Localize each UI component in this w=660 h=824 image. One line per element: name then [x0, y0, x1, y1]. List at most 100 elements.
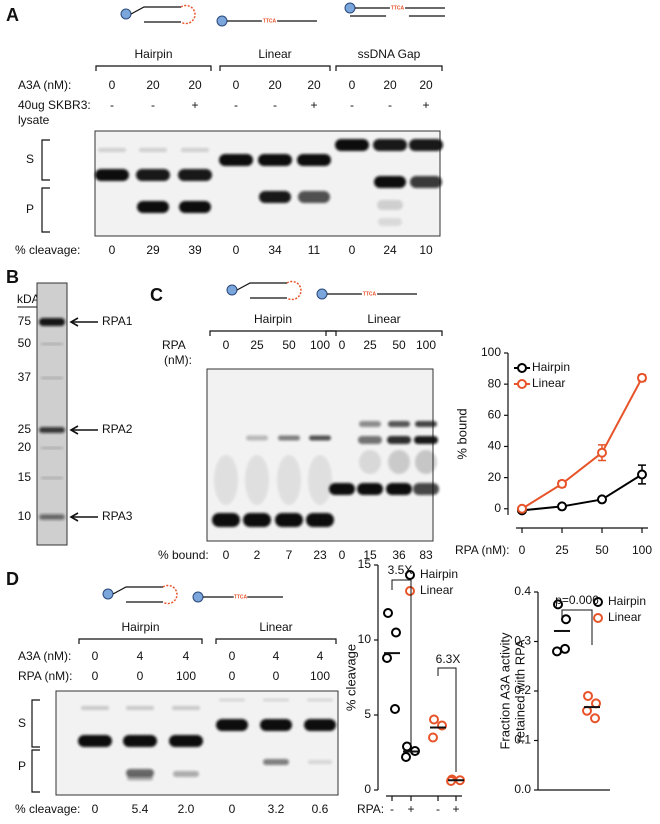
annotation: 3.5X: [388, 563, 413, 577]
legend-label: Linear: [420, 583, 453, 597]
y-axis-label: % bound: [454, 408, 469, 459]
gel-band: [377, 200, 403, 210]
gel-band: [413, 483, 439, 495]
gel-band: [98, 148, 126, 152]
rpa-value: 0: [229, 669, 236, 683]
a3a-value: 4: [273, 649, 280, 663]
gel-band: [307, 698, 333, 702]
gel-band: [415, 421, 437, 427]
point: [517, 503, 527, 514]
y-tick-label: 15: [358, 557, 372, 571]
label: % cleavage:: [15, 802, 80, 816]
rpa-value: 0: [339, 338, 346, 352]
legend-label: Hairpin: [532, 360, 570, 374]
group-label: Hairpin: [254, 312, 292, 326]
gel-band: [387, 436, 411, 444]
cleavage-value: 3.2: [268, 802, 285, 816]
y-tick-label: 0: [364, 782, 371, 796]
arrow-head: [69, 512, 79, 522]
point: [390, 704, 400, 714]
legend-marker: [593, 613, 603, 623]
point: [557, 501, 567, 512]
group-label: Linear: [367, 312, 400, 326]
marker-label: 25: [18, 422, 32, 436]
a3a-value: 4: [317, 649, 324, 663]
label: (nM):: [164, 353, 192, 367]
a3a-value: 20: [307, 78, 321, 92]
gel-band: [298, 191, 330, 203]
point: [597, 447, 607, 458]
x-tick-label: -: [390, 802, 394, 816]
fluor-bead: [226, 284, 238, 296]
rpa-value: 100: [176, 669, 196, 683]
gel-band: [374, 176, 406, 188]
gel-band: [173, 771, 199, 777]
gel-band: [304, 719, 336, 731]
annotation: p=0.006: [555, 593, 599, 607]
cleavage-value: 2.0: [178, 802, 195, 816]
gel-band: [126, 769, 154, 777]
gel-band: [39, 514, 65, 520]
a3a-value: 20: [419, 78, 433, 92]
x-tick-label: -: [436, 802, 440, 816]
probe-seq: TTCA: [263, 18, 277, 24]
label: P: [26, 202, 34, 216]
marker-label: 37: [18, 370, 32, 384]
point: [552, 646, 562, 657]
gel-band: [415, 450, 437, 474]
gel-band: [245, 455, 269, 505]
gel-band: [275, 513, 303, 527]
gel-band: [308, 760, 332, 764]
legend-label: Hairpin: [420, 567, 458, 581]
gel-band: [78, 735, 112, 747]
marker-label: 15: [18, 470, 32, 484]
gel-band: [169, 735, 203, 747]
label: 40ug SKBR3:: [18, 98, 91, 112]
gel-band: [139, 148, 167, 152]
y-axis-label: retained with RPA: [512, 639, 527, 742]
band-label: RPA3: [102, 509, 133, 523]
gel-band: [410, 176, 442, 188]
loop: [286, 280, 302, 301]
label: kDA: [17, 292, 40, 306]
side-bracket: [31, 749, 40, 793]
series-line: [521, 377, 643, 510]
cleavage-value: 0: [109, 243, 116, 257]
x-tick-label: 0: [519, 543, 526, 557]
gel-band: [263, 759, 289, 765]
gel-band: [81, 706, 109, 710]
y-tick-label: 0.0: [514, 782, 531, 796]
label: S: [18, 716, 26, 730]
bound-value: 83: [419, 548, 433, 562]
a3a-value: 0: [92, 649, 99, 663]
gel-band: [306, 513, 334, 527]
gel-band: [297, 154, 331, 166]
a3a-value: 20: [188, 78, 202, 92]
point: [391, 627, 401, 638]
gel-band: [386, 483, 412, 495]
lysate-value: -: [151, 98, 155, 112]
y-tick-label: 100: [481, 345, 501, 359]
point: [637, 372, 647, 383]
y-tick-label: 0: [494, 501, 501, 515]
label: S: [26, 152, 34, 166]
bound-value: 15: [363, 548, 377, 562]
y-tick-label: 80: [488, 376, 502, 390]
legend-label: Hairpin: [608, 594, 646, 608]
fluor-bead: [102, 588, 114, 600]
group-bracket: [219, 65, 331, 71]
gel-band: [378, 218, 402, 226]
gel-band: [277, 455, 301, 505]
cleavage-value: 24: [383, 243, 397, 257]
marker-label: 50: [18, 336, 32, 350]
cleavage-value: 0: [349, 243, 356, 257]
panel-label: D: [6, 569, 19, 589]
legend-marker: [405, 570, 415, 580]
point: [383, 608, 393, 618]
gel-band: [179, 201, 211, 213]
rpa-value: 0: [92, 669, 99, 683]
legend-label: Linear: [532, 376, 565, 390]
cleavage-value: 0: [233, 243, 240, 257]
y-tick-label: 0.3: [514, 634, 531, 648]
